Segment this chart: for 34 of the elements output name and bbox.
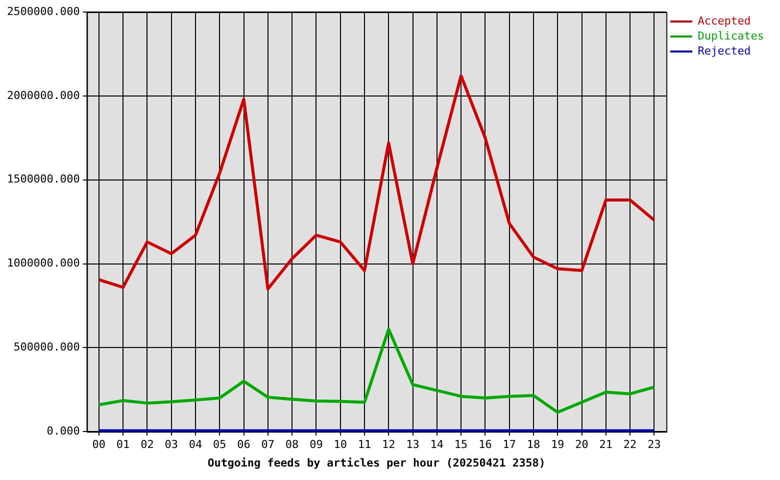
x-tick-label: 09 — [310, 438, 323, 452]
x-tick-label: 14 — [430, 438, 444, 452]
x-tick-label: 22 — [623, 438, 637, 452]
x-tick-label: 17 — [502, 438, 516, 452]
x-tick-label: 15 — [454, 438, 468, 452]
x-tick-label: 20 — [575, 438, 588, 452]
x-tick-label: 07 — [261, 438, 275, 452]
x-axis-title: Outgoing feeds by articles per hour (20250421 2358) — [208, 456, 546, 470]
x-tick-label: 19 — [551, 438, 564, 452]
y-tick-label: 2500000.000 — [6, 4, 80, 18]
y-tick-label: 1500000.000 — [6, 172, 80, 186]
x-tick-label: 13 — [406, 438, 420, 452]
x-tick-label: 04 — [188, 438, 202, 452]
y-tick-label: 500000.000 — [14, 340, 80, 354]
x-tick-label: 23 — [648, 438, 661, 452]
x-tick-label: 08 — [285, 438, 299, 452]
x-tick-label: 02 — [140, 438, 154, 452]
y-tick-label: 1000000.000 — [6, 256, 80, 270]
x-tick-label: 10 — [334, 438, 347, 452]
x-tick-label: 00 — [92, 438, 106, 452]
x-tick-label: 01 — [116, 438, 130, 452]
x-tick-label: 03 — [164, 438, 178, 452]
x-tick-label: 12 — [382, 438, 396, 452]
x-tick-label: 16 — [478, 438, 492, 452]
x-tick-label: 06 — [237, 438, 250, 452]
x-tick-label: 05 — [213, 438, 226, 452]
x-tick-label: 21 — [599, 438, 613, 452]
legend-label: Duplicates — [698, 29, 764, 42]
y-tick-label: 0.000 — [46, 424, 80, 438]
legend-label: Accepted — [698, 14, 751, 28]
x-tick-label: 11 — [358, 438, 372, 452]
x-tick-label: 18 — [526, 438, 540, 452]
legend-label: Rejected — [698, 44, 751, 58]
y-tick-label: 2000000.000 — [6, 88, 80, 102]
